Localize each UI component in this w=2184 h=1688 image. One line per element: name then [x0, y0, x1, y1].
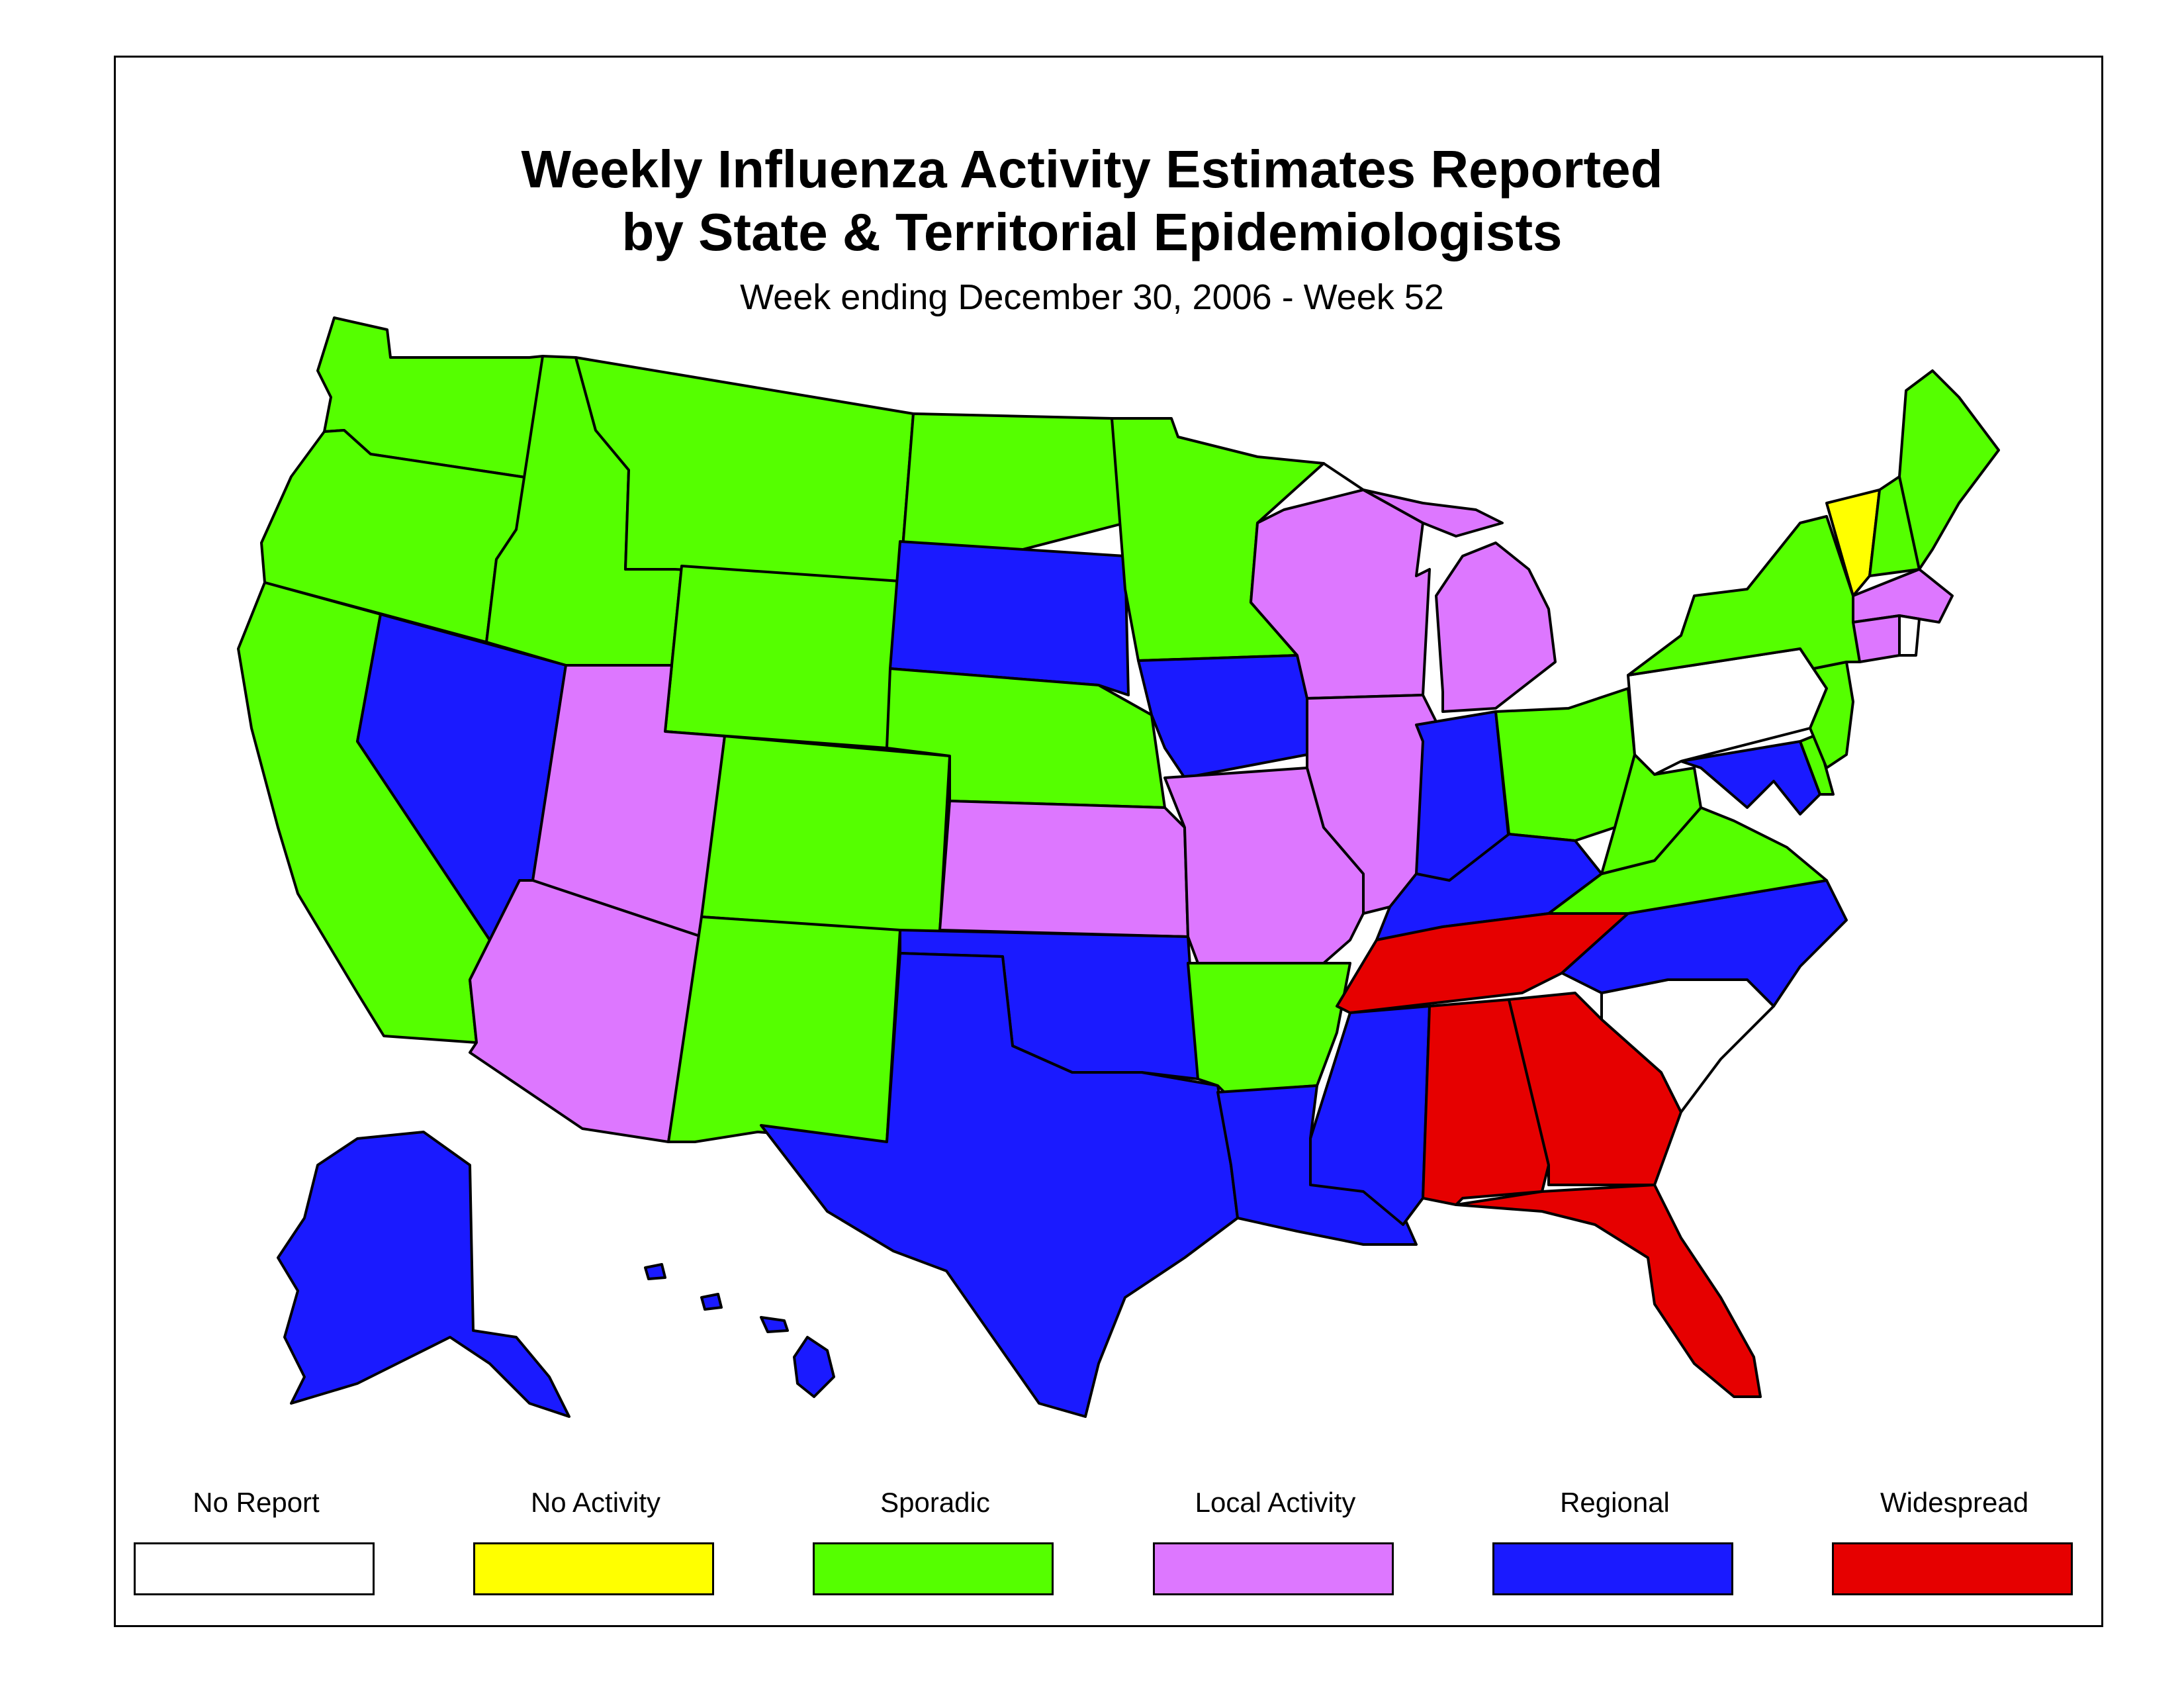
state-sd[interactable]: [889, 540, 1130, 696]
state-mi-upper[interactable]: [1322, 462, 1504, 538]
state-ar[interactable]: [1187, 962, 1351, 1094]
legend-item-no-report: No Report: [134, 1483, 379, 1595]
legend-swatch-regional: [1492, 1542, 1733, 1595]
state-wy[interactable]: [664, 565, 901, 749]
state-il[interactable]: [1306, 694, 1437, 915]
legend-swatch-local-activity: [1153, 1542, 1394, 1595]
legend-swatch-sporadic: [813, 1542, 1054, 1595]
state-hi-oahu[interactable]: [700, 1293, 723, 1311]
state-ct[interactable]: [1852, 614, 1901, 663]
state-me[interactable]: [1898, 369, 2000, 571]
legend-item-local-activity: Local Activity: [1153, 1483, 1398, 1595]
state-wi[interactable]: [1250, 489, 1431, 700]
legend-swatch-widespread: [1832, 1542, 2073, 1595]
legend-swatch-no-activity: [473, 1542, 714, 1595]
state-mi[interactable]: [1435, 541, 1557, 713]
state-nc[interactable]: [1561, 879, 1848, 1008]
state-nm[interactable]: [667, 915, 901, 1143]
legend-item-regional: Regional: [1492, 1483, 1737, 1595]
state-oh[interactable]: [1494, 687, 1636, 842]
legend-label-no-report: No Report: [193, 1487, 320, 1518]
map-title-line1: Weekly Influenza Activity Estimates Repo…: [521, 140, 1663, 199]
state-hi-kauai[interactable]: [644, 1263, 666, 1280]
state-ak[interactable]: [277, 1131, 570, 1418]
map-subtitle: Week ending December 30, 2006 - Week 52: [740, 277, 1444, 317]
state-ri[interactable]: [1898, 614, 1921, 657]
legend-item-widespread: Widespread: [1832, 1483, 2077, 1595]
state-nj[interactable]: [1809, 661, 1854, 769]
state-fl[interactable]: [1455, 1184, 1762, 1398]
map-title-line2: by State & Territorial Epidemiologists: [621, 203, 1563, 261]
legend-item-no-activity: No Activity: [473, 1483, 718, 1595]
legend-label-regional: Regional: [1560, 1487, 1670, 1518]
legend-swatch-no-report: [134, 1542, 375, 1595]
legend-label-no-activity: No Activity: [530, 1487, 661, 1518]
state-ia[interactable]: [1137, 654, 1322, 779]
legend-item-sporadic: Sporadic: [813, 1483, 1058, 1595]
state-ny[interactable]: [1627, 515, 1861, 677]
state-wv[interactable]: [1600, 753, 1702, 875]
state-hi[interactable]: [793, 1336, 835, 1398]
state-de[interactable]: [1799, 733, 1835, 796]
state-hi-maui[interactable]: [760, 1316, 789, 1333]
legend-label-sporadic: Sporadic: [880, 1487, 990, 1518]
legend-label-widespread: Widespread: [1880, 1487, 2029, 1518]
legend-label-local-activity: Local Activity: [1195, 1487, 1356, 1518]
state-ks[interactable]: [938, 800, 1189, 938]
state-tx[interactable]: [760, 952, 1239, 1418]
state-co[interactable]: [700, 735, 951, 935]
